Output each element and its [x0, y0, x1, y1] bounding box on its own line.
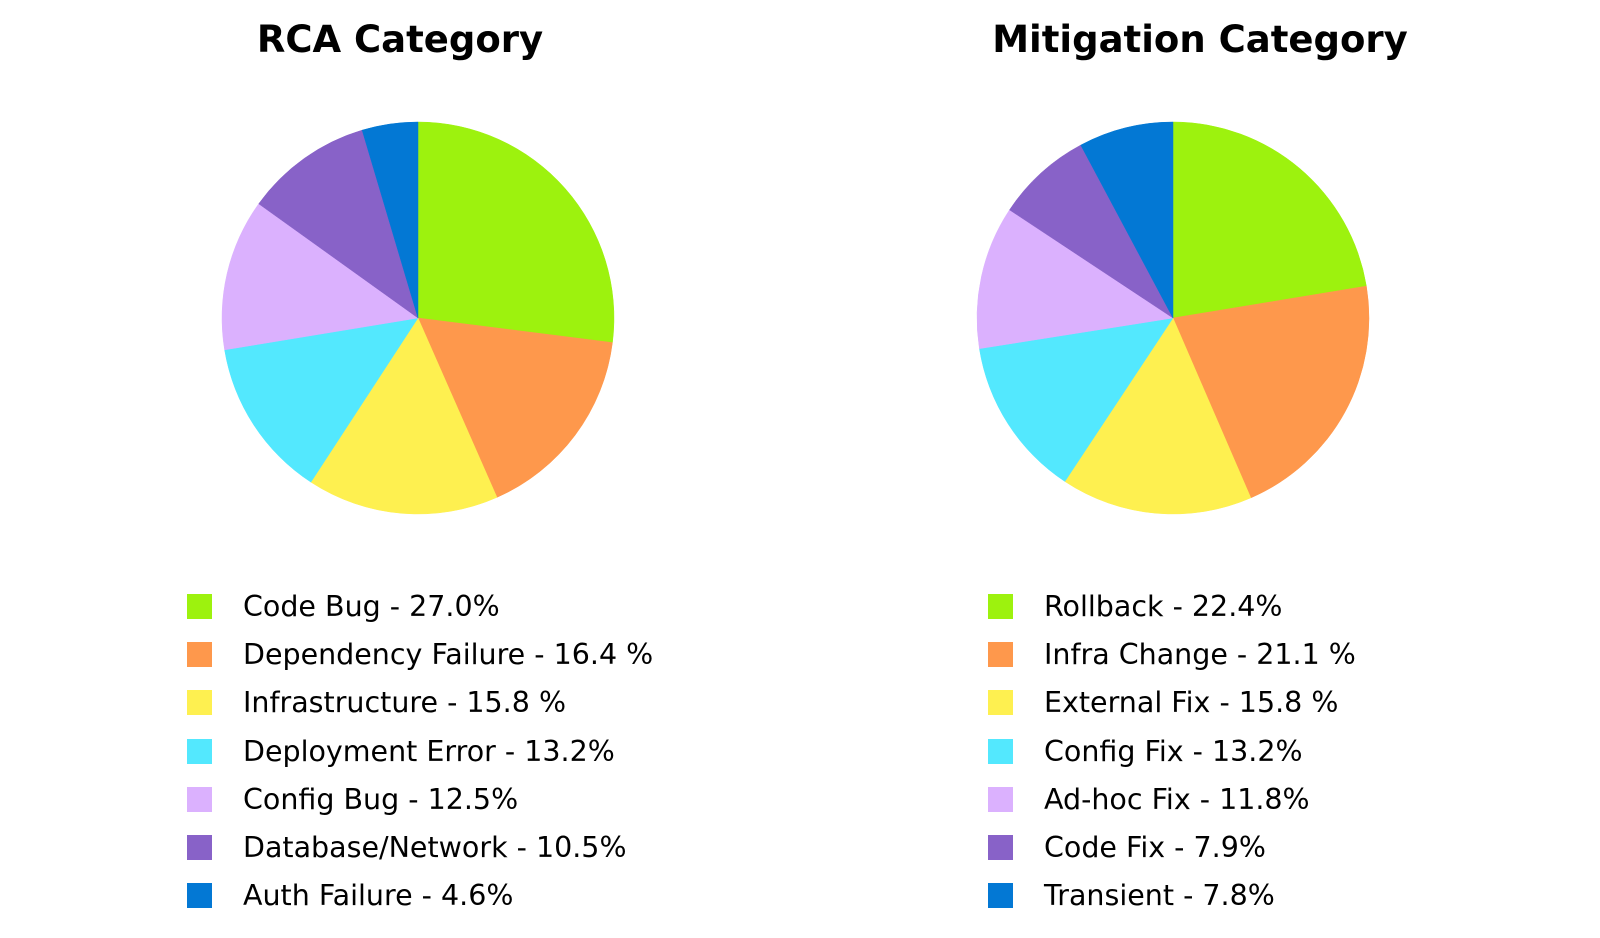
legend-swatch [988, 593, 1013, 619]
legend-item-infrastructure: Infrastructure - 15.8 % [187, 679, 653, 727]
pie-slice-config-bug [221, 203, 419, 351]
pie-slice-infra-change [1172, 285, 1370, 499]
legend-label: External Fix - 15.8 % [1044, 686, 1339, 720]
legend-item-dependency-failure: Dependency Failure - 16.4 % [187, 630, 653, 678]
legend-item-code-fix: Code Fix - 7.9% [988, 823, 1356, 871]
legend-swatch [187, 690, 212, 716]
legend-swatch [988, 690, 1013, 716]
legend-label: Deployment Error - 13.2% [243, 734, 615, 768]
mitigation-chart-panel: Mitigation Category Rollback - 22.4% Infr… [800, 0, 1600, 938]
legend-item-config-bug: Config Bug - 12.5% [187, 775, 653, 823]
legend-label: Auth Failure - 4.6% [243, 879, 514, 913]
legend-swatch [988, 835, 1013, 861]
legend-label: Transient - 7.8% [1044, 879, 1275, 913]
legend-swatch [187, 883, 212, 909]
legend-swatch [187, 641, 212, 667]
mitigation-pie [976, 121, 1370, 515]
legend-label: Code Bug - 27.0% [243, 589, 500, 623]
pie-slice-rollback [1172, 121, 1367, 319]
legend-item-deployment-error: Deployment Error - 13.2% [187, 727, 653, 775]
legend-swatch [187, 738, 212, 764]
pie-slice-infrastructure [310, 317, 498, 515]
legend-swatch [988, 786, 1013, 812]
legend-label: Database/Network - 10.5% [243, 831, 627, 865]
pie-slice-transient [1080, 121, 1174, 319]
legend-item-rollback: Rollback - 22.4% [988, 582, 1356, 630]
legend-swatch [187, 593, 212, 619]
pie-slice-dependency-failure [417, 317, 613, 498]
rca-legend: Code Bug - 27.0% Dependency Failure - 16.… [187, 582, 653, 920]
legend-label: Code Fix - 7.9% [1044, 831, 1266, 865]
legend-item-transient: Transient - 7.8% [988, 872, 1356, 920]
pie-slice-code-bug [417, 121, 615, 343]
pie-slice-external-fix [1064, 317, 1252, 515]
legend-swatch [988, 883, 1013, 909]
mitigation-legend: Rollback - 22.4% Infra Change - 21.1 % Ext… [988, 582, 1356, 920]
legend-label: Ad-hoc Fix - 11.8% [1044, 782, 1310, 816]
legend-label: Infrastructure - 15.8 % [243, 686, 567, 720]
pie-slice-database-network [258, 129, 419, 319]
legend-label: Rollback - 22.4% [1044, 589, 1283, 623]
rca-chart-panel: RCA Category Code Bug - 27.0% Dependency … [187, 18, 653, 920]
pie-slice-auth-failure [361, 121, 419, 319]
legend-swatch [187, 835, 212, 861]
chart-title: Mitigation Category [992, 18, 1408, 61]
pie-slice-deployment-error [224, 317, 419, 483]
legend-item-config-fix: Config Fix - 13.2% [988, 727, 1356, 775]
legend-label: Infra Change - 21.1 % [1044, 637, 1356, 671]
legend-item-infra-change: Infra Change - 21.1 % [988, 630, 1356, 678]
chart-title: RCA Category [256, 18, 544, 61]
legend-item-ad-hoc-fix: Ad-hoc Fix - 11.8% [988, 775, 1356, 823]
legend-label: Config Fix - 13.2% [1044, 734, 1303, 768]
legend-swatch [988, 641, 1013, 667]
legend-swatch [187, 786, 212, 812]
legend-swatch [988, 738, 1013, 764]
legend-label: Config Bug - 12.5% [243, 782, 519, 816]
legend-item-database-network: Database/Network - 10.5% [187, 823, 653, 871]
legend-item-code-bug: Code Bug - 27.0% [187, 582, 653, 630]
pie-slice-ad-hoc-fix [976, 209, 1174, 349]
pie-slice-code-fix [1009, 144, 1174, 319]
legend-item-external-fix: External Fix - 15.8 % [988, 679, 1356, 727]
legend-item-auth-failure: Auth Failure - 4.6% [187, 872, 653, 920]
pie-slice-config-fix [979, 317, 1174, 482]
rca-pie [221, 121, 615, 515]
legend-label: Dependency Failure - 16.4 % [243, 637, 654, 671]
